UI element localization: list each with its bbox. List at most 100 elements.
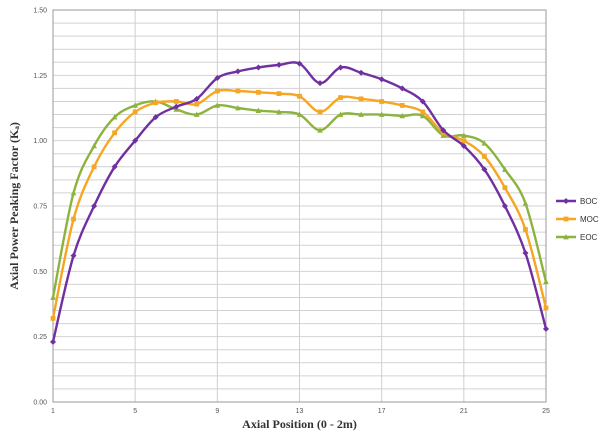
y-tick-label: 1.50	[33, 8, 47, 15]
data-point-moc	[297, 93, 302, 99]
data-point-eoc	[70, 189, 77, 196]
data-point-boc	[440, 127, 447, 134]
data-point-eoc	[543, 278, 549, 285]
data-point-moc	[420, 109, 426, 115]
x-tick-label: 5	[133, 408, 137, 415]
data-point-boc	[173, 103, 180, 110]
legend-entry-moc: MOC	[556, 215, 599, 224]
data-point-moc	[153, 100, 159, 106]
y-tick-label: 0.00	[33, 400, 47, 407]
data-point-eoc	[214, 102, 221, 108]
x-tick-label: 13	[296, 408, 304, 415]
data-point-eoc	[193, 111, 200, 117]
x-tick-label: 17	[378, 408, 386, 415]
series-eoc	[50, 98, 549, 300]
data-point-boc	[193, 95, 200, 102]
data-point-moc	[214, 88, 220, 94]
data-point-moc	[71, 216, 76, 222]
data-point-moc	[256, 89, 261, 95]
legend-entry-eoc: EOC	[556, 233, 598, 242]
x-tick-label: 9	[215, 408, 219, 415]
x-axis-tick-labels: 1 5 9 13 17 21 25	[51, 408, 550, 415]
y-axis-title: Axial Power Peaking Factor (Kₐ)	[7, 122, 21, 290]
data-point-boc	[419, 98, 426, 105]
data-point-eoc	[337, 111, 344, 117]
data-point-moc	[523, 227, 528, 232]
data-point-moc	[173, 99, 179, 104]
legend-label-eoc: EOC	[580, 233, 598, 242]
data-point-boc	[337, 64, 344, 71]
legend: BOC MOC EOC	[556, 197, 599, 242]
data-point-eoc	[399, 112, 406, 119]
y-tick-label: 1.25	[33, 73, 47, 80]
x-axis-title: Axial Position (0 - 2m)	[242, 417, 357, 431]
data-point-boc	[522, 250, 529, 257]
data-point-moc	[317, 109, 323, 115]
x-tick-label: 1	[51, 408, 55, 415]
data-point-moc	[112, 130, 118, 136]
data-point-boc	[460, 142, 467, 149]
data-point-boc	[543, 325, 549, 332]
data-point-eoc	[276, 108, 282, 115]
data-point-eoc	[461, 132, 467, 138]
legend-label-boc: BOC	[580, 197, 598, 206]
data-point-boc	[152, 114, 159, 121]
data-point-eoc	[255, 107, 262, 114]
data-point-eoc	[91, 142, 97, 149]
data-point-boc	[481, 166, 488, 173]
data-point-eoc	[502, 166, 508, 172]
y-axis-tick-labels: 0.00 0.25 0.50 0.75 1.00 1.25 1.50	[33, 8, 47, 407]
data-point-boc	[296, 60, 303, 67]
legend-entry-boc: BOC	[556, 197, 598, 206]
series-layer	[50, 60, 549, 345]
series-moc	[50, 88, 549, 321]
data-point-moc	[276, 91, 282, 97]
data-point-moc	[91, 164, 97, 170]
data-point-moc	[132, 109, 138, 115]
data-point-moc	[235, 88, 241, 94]
data-point-eoc	[378, 111, 385, 117]
data-point-boc	[70, 252, 77, 259]
y-tick-label: 0.50	[33, 269, 47, 276]
data-point-moc	[399, 102, 405, 108]
data-point-boc	[111, 163, 118, 170]
data-point-boc	[91, 203, 98, 209]
data-point-moc	[50, 315, 56, 321]
data-point-eoc	[235, 105, 241, 111]
data-point-eoc	[522, 200, 529, 206]
data-point-boc	[50, 338, 56, 345]
data-point-boc	[501, 203, 508, 209]
data-point-eoc	[50, 294, 56, 300]
data-point-boc	[234, 68, 241, 75]
data-point-moc	[543, 305, 549, 311]
legend-marker-boc	[563, 198, 569, 204]
data-point-eoc	[132, 102, 138, 108]
x-tick-label: 21	[460, 408, 468, 415]
data-point-eoc	[111, 114, 118, 120]
data-point-boc	[378, 76, 385, 83]
y-tick-label: 1.00	[33, 138, 47, 145]
plot-area-frame	[52, 9, 547, 403]
series-boc	[50, 60, 549, 345]
data-point-boc	[275, 61, 282, 68]
data-point-moc	[194, 101, 200, 107]
data-point-moc	[461, 138, 467, 144]
data-point-boc	[255, 64, 262, 71]
data-point-eoc	[358, 111, 364, 117]
data-point-boc	[399, 85, 406, 92]
data-point-boc	[132, 137, 139, 144]
legend-marker-moc	[563, 216, 569, 222]
data-point-moc	[338, 95, 343, 100]
data-point-boc	[317, 80, 324, 87]
y-tick-label: 0.25	[33, 334, 47, 341]
data-point-eoc	[419, 112, 426, 119]
data-point-moc	[502, 185, 508, 191]
legend-label-moc: MOC	[580, 215, 599, 224]
data-point-moc	[481, 153, 487, 159]
data-point-boc	[214, 74, 221, 81]
data-point-eoc	[317, 127, 323, 133]
data-point-moc	[358, 96, 364, 102]
data-point-eoc	[481, 140, 488, 146]
